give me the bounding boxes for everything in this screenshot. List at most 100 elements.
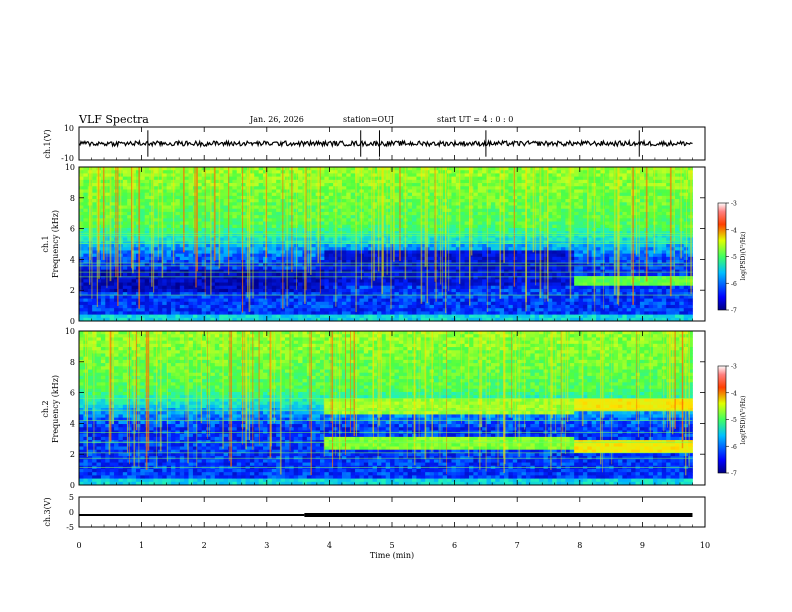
spectrogram-cell: [271, 285, 277, 290]
spectrogram-cell: [254, 311, 260, 315]
spectrogram-cell: [521, 189, 527, 194]
spectrogram-cell: [79, 298, 84, 303]
spectrogram-cell: [249, 314, 255, 319]
spectrogram-cell: [306, 250, 312, 255]
spectrogram-cell: [482, 231, 487, 235]
spectrogram-cell: [517, 301, 522, 306]
spectrogram-cell: [192, 202, 198, 206]
spectrogram-cell: [127, 301, 132, 306]
spectrogram-cell: [521, 186, 527, 190]
spectrogram-cell: [490, 266, 496, 271]
spectrogram-cell: [241, 263, 246, 267]
spectrogram-cell: [284, 304, 290, 309]
spectrogram-cell: [490, 298, 496, 303]
spectrogram-cell: [385, 311, 391, 315]
spectrogram-cell: [530, 260, 536, 264]
spectrogram-cell: [372, 231, 378, 235]
spectrogram-cell: [92, 288, 97, 293]
spectrogram-cell: [171, 314, 176, 319]
spectrogram-cell: [100, 317, 106, 322]
spectrogram-cell: [420, 304, 426, 309]
spectrogram-cell: [188, 186, 194, 190]
spectrogram-cell: [179, 215, 185, 219]
spectrogram-cell: [293, 237, 299, 242]
spectrogram-cell: [276, 231, 281, 235]
spectrogram-cell: [490, 247, 496, 251]
spectrogram-cell: [482, 183, 487, 187]
ch1-ytick-top: 10: [64, 124, 74, 133]
spectrogram-cell: [219, 247, 224, 251]
spectrogram-cell: [127, 279, 132, 283]
spectrogram-cell: [420, 276, 426, 280]
spectrogram-cell: [83, 199, 89, 203]
spectrogram-cell: [153, 234, 159, 238]
spectrogram-cell: [210, 189, 216, 194]
spectrogram-cell: [499, 189, 505, 194]
spectrogram-cell: [100, 272, 106, 277]
spectrogram-cell: [398, 205, 404, 210]
spectrogram-cell: [280, 308, 286, 312]
spectrogram-cell: [254, 189, 260, 194]
spectrogram-cell: [109, 317, 115, 322]
spectrogram-cell: [412, 202, 417, 206]
spectrogram-cell: [127, 272, 132, 277]
spectrogram-cell: [420, 301, 426, 306]
spectrogram-cell: [306, 295, 312, 299]
spectrogram-cell: [157, 263, 163, 267]
spectrogram-cell: [433, 308, 439, 312]
spectrogram-cell: [206, 234, 211, 238]
spectrogram-cell: [407, 314, 413, 319]
spectrogram-cell: [249, 183, 255, 187]
spectrogram-cell: [280, 311, 286, 315]
spectrogram-cell: [508, 308, 514, 312]
spectrogram-cell: [236, 211, 242, 216]
spectrogram-cell: [328, 253, 334, 258]
spectrogram-cell: [363, 218, 369, 222]
spectrogram-cell: [482, 308, 487, 312]
spectrogram-cell: [179, 263, 185, 267]
spectrogram-cell: [368, 298, 373, 303]
spectrogram-cell: [214, 250, 220, 255]
spectrogram-cell: [127, 183, 132, 187]
spectrogram-cell: [223, 173, 229, 178]
spectrogram-cell: [482, 173, 487, 178]
spectrogram-cell: [263, 317, 268, 322]
spectrogram-cell: [455, 189, 461, 194]
spectrogram-cell: [460, 231, 466, 235]
spectrogram-cell: [188, 244, 194, 248]
spectrogram-cell: [398, 266, 404, 271]
spectrogram-cell: [504, 247, 509, 251]
spectrogram-cell: [315, 279, 321, 283]
spectrogram-cell: [184, 189, 189, 194]
spectrogram-cell: [210, 256, 216, 261]
spectrogram-cell: [175, 211, 181, 216]
spectrogram-cell: [324, 199, 330, 203]
spectrogram-cell: [482, 208, 487, 213]
spectrogram-cell: [495, 308, 501, 312]
spectrogram-cell: [92, 269, 97, 274]
spectrogram-cell: [499, 199, 505, 203]
spectrogram-cell: [114, 295, 119, 299]
spectrogram-cell: [236, 266, 242, 271]
spectrogram-cell: [245, 301, 251, 306]
spectrogram-cell: [525, 288, 531, 293]
spectrogram-cell: [504, 211, 509, 216]
spectrogram-cell: [127, 276, 132, 280]
spectrogram-cell: [214, 276, 220, 280]
spectrogram-cell: [105, 314, 111, 319]
spectrogram-cell: [206, 272, 211, 277]
spectrogram-cell: [83, 269, 89, 274]
spectrogram-cell: [79, 240, 84, 245]
spectrogram-cell: [499, 173, 505, 178]
spectrogram-cell: [258, 295, 264, 299]
spectrogram-cell: [271, 282, 277, 287]
spectrogram-cell: [271, 237, 277, 242]
spectrogram-cell: [517, 202, 522, 206]
spectrogram-cell: [447, 314, 452, 319]
spectrogram-cell: [214, 282, 220, 287]
spectrogram-cell: [425, 311, 430, 315]
spectrogram-cell: [179, 186, 185, 190]
spectrogram-cell: [464, 304, 470, 309]
spectrogram-cell: [219, 215, 224, 219]
spectrogram-cell: [227, 176, 233, 181]
